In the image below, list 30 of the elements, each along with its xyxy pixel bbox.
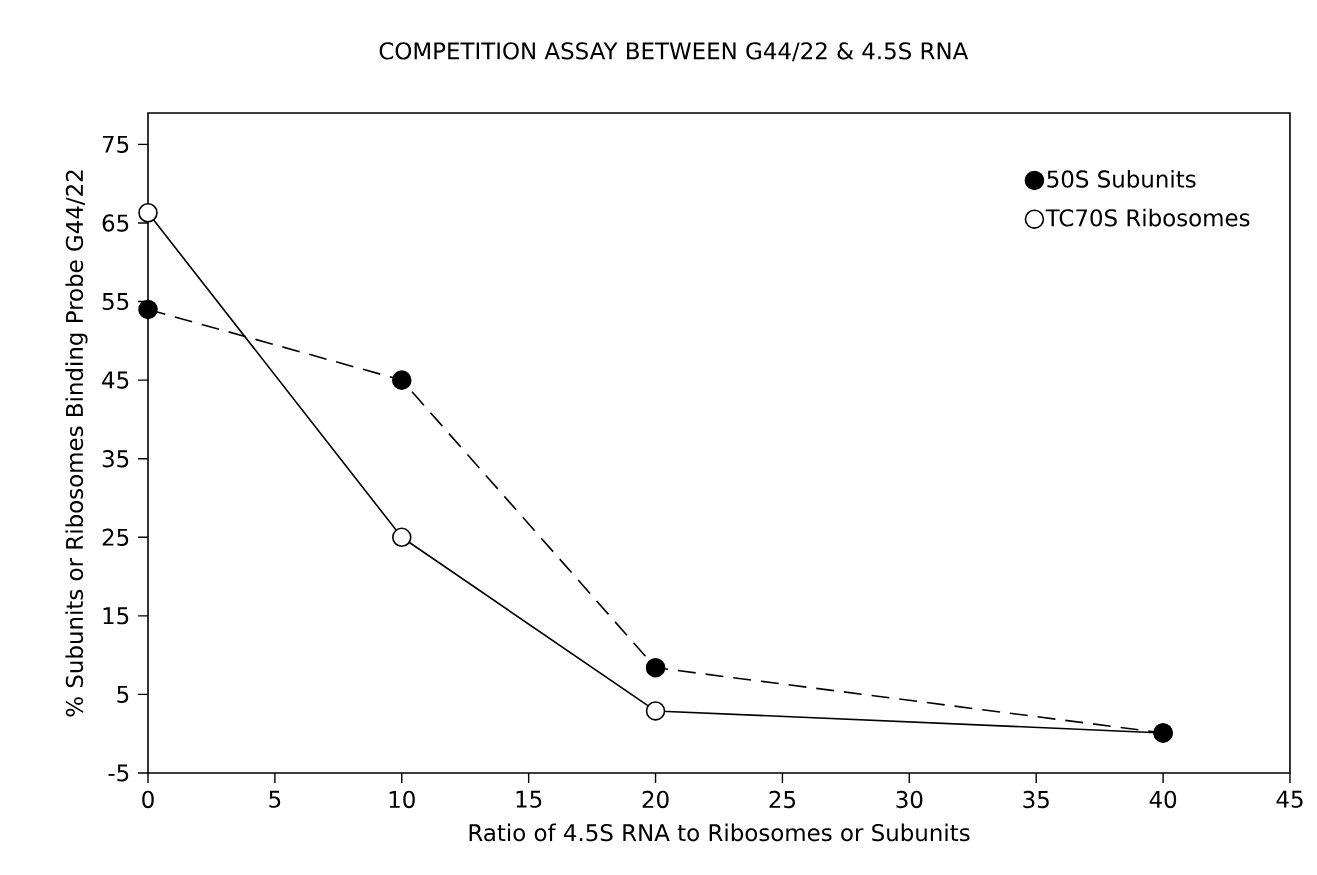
y-tick-label: 15 (103, 607, 129, 625)
x-tick-label: 15 (516, 790, 542, 808)
y-tick-label: 55 (102, 293, 129, 311)
x-tick-label: 0 (142, 790, 154, 809)
point (645, 657, 666, 678)
point (138, 203, 158, 223)
legend-label: TC70S Ribosomes (1045, 208, 1250, 227)
y-tick-label: 25 (102, 528, 129, 546)
y-tick-label: 75 (102, 135, 129, 153)
x-axis-title: Ratio of 4.5S RNA to Ribosomes or Subunits (469, 823, 970, 842)
legend-label: 50S Subunits (1047, 169, 1196, 188)
y-tick-label: 5 (117, 685, 129, 703)
y-tick-label: 35 (102, 450, 129, 468)
x-tick-label: 40 (1149, 790, 1177, 809)
y-tick-label: 45 (102, 371, 129, 389)
x-tick-label: 35 (1023, 790, 1049, 809)
y-tick-label: -5 (108, 764, 129, 782)
point (392, 527, 412, 548)
x-tick-label: 25 (769, 790, 795, 809)
point (645, 701, 666, 721)
point (392, 370, 412, 390)
x-tick-label: 5 (269, 790, 281, 808)
x-tick-label: 30 (896, 790, 923, 809)
x-tick-label: 45 (1276, 790, 1303, 808)
x-tick-label: 20 (642, 790, 669, 809)
y-axis-title: % Subunits or Ribosomes Binding Probe G44/22 (65, 170, 88, 717)
point (138, 299, 158, 320)
y-tick-label: 65 (102, 214, 129, 232)
x-tick-label: 10 (389, 790, 415, 809)
chart-title: COMPETITION ASSAY BETWEEN G44/22 & 4.5S RNA (379, 42, 969, 62)
